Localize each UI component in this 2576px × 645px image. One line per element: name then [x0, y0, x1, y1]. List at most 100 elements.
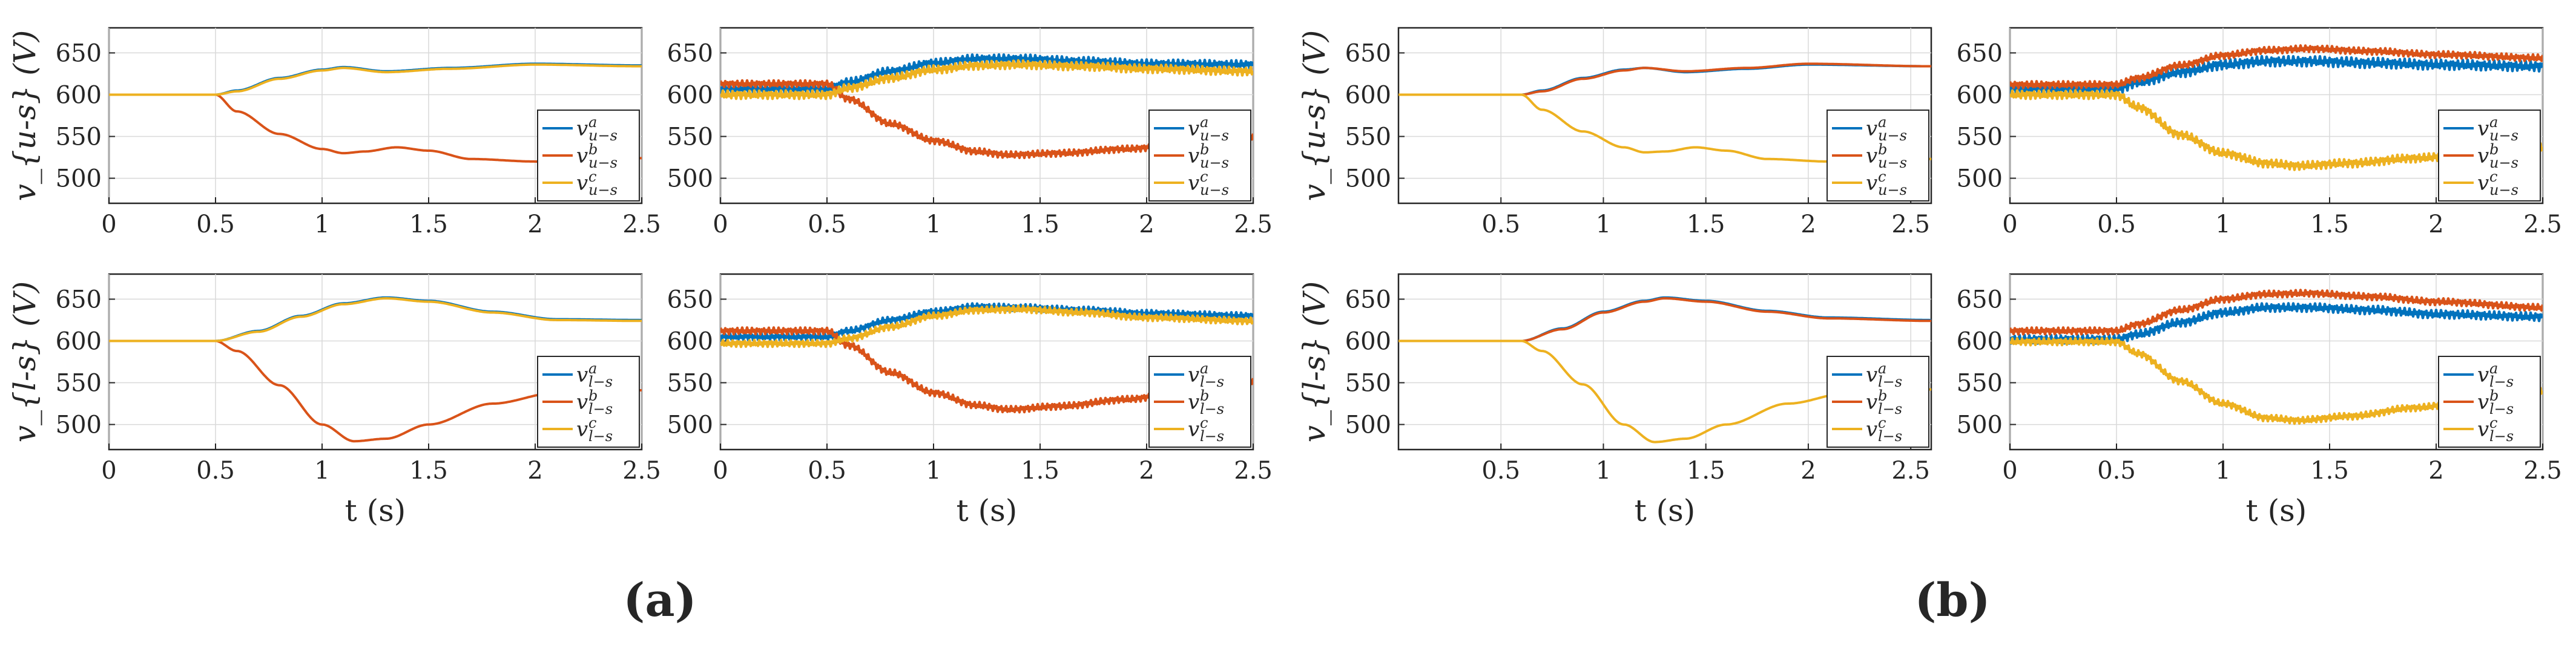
- legend-label-sub: u−s: [588, 154, 618, 171]
- legend-label-sub: u−s: [1200, 127, 1229, 144]
- legend-label-sub: u−s: [1878, 154, 1907, 171]
- legend-label-sub: l−s: [2489, 373, 2514, 390]
- legend: v au−sv bu−sv cu−s: [1827, 110, 1929, 201]
- legend-label: v: [1866, 144, 1877, 168]
- legend-label: v: [2477, 417, 2489, 442]
- y-tick-label: 600: [56, 327, 102, 355]
- y-tick-label: 550: [1957, 370, 2003, 398]
- y-tick-label: 500: [56, 411, 102, 439]
- legend: v al−sv bl−sv cl−s: [537, 356, 640, 448]
- legend-label-sub: u−s: [1200, 182, 1229, 198]
- legend-label-sup: b: [588, 141, 598, 158]
- legend-label-sup: b: [1878, 387, 1887, 404]
- legend-label-sup: a: [588, 360, 597, 377]
- y-axis-label: v_{l-s} (V): [7, 281, 42, 442]
- y-tick-label: 600: [1345, 327, 1391, 355]
- legend-label: v: [1188, 363, 1199, 387]
- legend-label-sup: b: [588, 387, 598, 404]
- x-tick-label: 1: [2215, 457, 2230, 485]
- x-axis-label: t (s): [345, 493, 406, 528]
- x-tick-label: 1.5: [1021, 211, 1059, 238]
- legend-label: v: [576, 117, 588, 141]
- y-tick-label: 550: [667, 370, 713, 398]
- legend-label: v: [2477, 390, 2489, 414]
- x-tick-label: 0.5: [2097, 211, 2136, 238]
- x-tick-label: 1: [314, 457, 329, 485]
- series-line-a: [720, 302, 1253, 342]
- x-tick-label: 1: [1596, 457, 1611, 485]
- y-tick-label: 600: [667, 327, 713, 355]
- x-tick-label: 2.5: [1234, 211, 1273, 238]
- x-tick-label: 0: [101, 457, 116, 485]
- legend-label-sub: u−s: [1878, 182, 1907, 198]
- x-tick-label: 0: [2002, 457, 2017, 485]
- subfigure-label-a: (a): [623, 573, 696, 627]
- x-tick-label: 2.5: [622, 457, 661, 485]
- series-line-a: [720, 53, 1253, 94]
- y-tick-label: 650: [667, 39, 713, 67]
- y-tick-label: 650: [1957, 39, 2003, 67]
- legend-label: v: [1188, 171, 1199, 195]
- x-tick-label: 1: [926, 457, 941, 485]
- series-line-c: [109, 63, 642, 96]
- y-tick-label: 600: [667, 81, 713, 109]
- legend: v al−sv bl−sv cl−s: [1827, 356, 1929, 448]
- legend-label: v: [1866, 117, 1877, 141]
- y-tick-label: 550: [1345, 370, 1391, 398]
- legend-label: v: [1188, 417, 1199, 442]
- legend-label: v: [1866, 390, 1877, 414]
- x-tick-label: 2.5: [1891, 457, 1930, 485]
- legend-label-sub: l−s: [2489, 428, 2514, 445]
- y-tick-label: 550: [1345, 123, 1391, 151]
- legend-label-sub: u−s: [2489, 182, 2518, 198]
- legend-label-sup: a: [588, 114, 597, 131]
- x-tick-label: 2.5: [2523, 457, 2562, 485]
- x-tick-label: 0: [713, 457, 728, 485]
- legend-label-sup: c: [1200, 168, 1208, 185]
- series-line-c: [109, 297, 642, 342]
- legend-label-sub: u−s: [588, 127, 618, 144]
- legend-label-sup: c: [1878, 168, 1886, 185]
- x-tick-label: 1.5: [2310, 211, 2349, 238]
- legend-label-sup: a: [1200, 114, 1208, 131]
- legend-label-sub: l−s: [588, 428, 613, 445]
- x-tick-label: 2: [1139, 211, 1154, 238]
- legend: v al−sv bl−sv cl−s: [2438, 356, 2541, 448]
- y-axis-label: v_{u-s} (V): [7, 30, 42, 201]
- y-tick-label: 550: [1957, 123, 2003, 151]
- y-tick-label: 500: [56, 165, 102, 193]
- y-axis-label: v_{u-s} (V): [1297, 30, 1332, 201]
- y-axis-label: v_{l-s} (V): [1297, 281, 1332, 442]
- legend-label-sub: u−s: [1878, 127, 1907, 144]
- y-tick-label: 500: [667, 165, 713, 193]
- x-tick-label: 2: [1800, 457, 1816, 485]
- legend-label-sup: c: [1200, 414, 1208, 431]
- legend-label-sup: b: [1878, 141, 1887, 158]
- x-tick-label: 0: [2002, 211, 2017, 238]
- x-axis-label: t (s): [2246, 493, 2307, 528]
- y-tick-label: 600: [1957, 81, 2003, 109]
- legend-label-sub: l−s: [1878, 428, 1902, 445]
- x-tick-label: 2: [1800, 211, 1816, 238]
- x-tick-label: 2.5: [622, 211, 661, 238]
- y-tick-label: 500: [1957, 165, 2003, 193]
- x-tick-label: 2: [527, 211, 542, 238]
- legend-label-sup: b: [2489, 387, 2499, 404]
- legend-label-sub: l−s: [1878, 373, 1902, 390]
- legend-label: v: [1866, 363, 1877, 387]
- y-tick-label: 650: [56, 286, 102, 313]
- legend-label: v: [1188, 117, 1199, 141]
- x-tick-label: 1: [926, 211, 941, 238]
- y-tick-label: 500: [1345, 165, 1391, 193]
- legend-label-sub: l−s: [1200, 428, 1224, 445]
- legend-label: v: [2477, 144, 2489, 168]
- x-tick-label: 1.5: [2310, 457, 2349, 485]
- legend-label-sup: c: [588, 414, 596, 431]
